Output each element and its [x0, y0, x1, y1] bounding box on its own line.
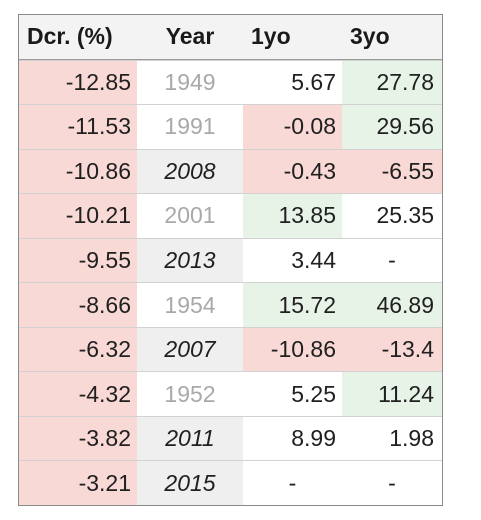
cell-dcr: -4.32: [19, 372, 137, 416]
table-row: -4.32 1952 5.25 11.24: [19, 371, 442, 416]
cell-1yo: 5.67: [243, 60, 342, 105]
cell-3yo: 25.35: [342, 194, 442, 238]
cell-3yo: -6.55: [342, 149, 442, 194]
table-row: -10.21 2001 13.85 25.35: [19, 193, 442, 238]
cell-1yo: -0.43: [243, 149, 342, 194]
cell-3yo: 11.24: [342, 372, 442, 416]
cell-dcr: -9.55: [19, 238, 137, 283]
cell-year: 1991: [137, 105, 243, 149]
cell-year: 2011: [137, 416, 243, 461]
cell-dcr: -8.66: [19, 283, 137, 327]
cell-dcr: -3.82: [19, 416, 137, 461]
cell-3yo: -: [342, 461, 442, 506]
cell-year: 1949: [137, 60, 243, 105]
cell-year: 2013: [137, 238, 243, 283]
cell-3yo: -13.4: [342, 327, 442, 372]
table-row: -12.85 1949 5.67 27.78: [19, 59, 442, 105]
cell-1yo: 5.25: [243, 372, 342, 416]
cell-year: 2015: [137, 461, 243, 506]
cell-1yo: -: [243, 461, 342, 506]
cell-3yo: 29.56: [342, 105, 442, 149]
cell-dcr: -3.21: [19, 461, 137, 506]
cell-1yo: -0.08: [243, 105, 342, 149]
cell-year: 2008: [137, 149, 243, 194]
table-row: -8.66 1954 15.72 46.89: [19, 282, 442, 327]
cell-1yo: 3.44: [243, 238, 342, 283]
cell-dcr: -6.32: [19, 327, 137, 372]
table-row: -11.53 1991 -0.08 29.56: [19, 104, 442, 149]
cell-dcr: -10.86: [19, 149, 137, 194]
cell-3yo: 27.78: [342, 60, 442, 105]
header-year: Year: [165, 23, 215, 50]
cell-year: 1954: [137, 283, 243, 327]
table-row: -3.21 2015 - -: [19, 460, 442, 506]
cell-3yo: 46.89: [342, 283, 442, 327]
cell-year: 2007: [137, 327, 243, 372]
table-row: -3.82 2011 8.99 1.98: [19, 415, 442, 461]
cell-1yo: 15.72: [243, 283, 342, 327]
cell-1yo: -10.86: [243, 327, 342, 372]
cell-year: 2001: [137, 194, 243, 238]
table-row: -9.55 2013 3.44 -: [19, 237, 442, 283]
returns-table: Dcr. (%) Year 1yo 3yo -12.85 1949 5.67 2…: [18, 14, 443, 506]
cell-dcr: -12.85: [19, 60, 137, 105]
cell-year: 1952: [137, 372, 243, 416]
header-1yo: 1yo: [251, 23, 291, 50]
cell-1yo: 8.99: [243, 416, 342, 461]
cell-3yo: -: [342, 238, 442, 283]
cell-1yo: 13.85: [243, 194, 342, 238]
header-3yo: 3yo: [350, 23, 390, 50]
cell-dcr: -11.53: [19, 105, 137, 149]
table-row: -10.86 2008 -0.43 -6.55: [19, 148, 442, 194]
table-row: -6.32 2007 -10.86 -13.4: [19, 326, 442, 372]
table-header-row: Dcr. (%) Year 1yo 3yo: [19, 15, 442, 60]
cell-dcr: -10.21: [19, 194, 137, 238]
header-dcr: Dcr. (%): [27, 23, 113, 50]
cell-3yo: 1.98: [342, 416, 442, 461]
